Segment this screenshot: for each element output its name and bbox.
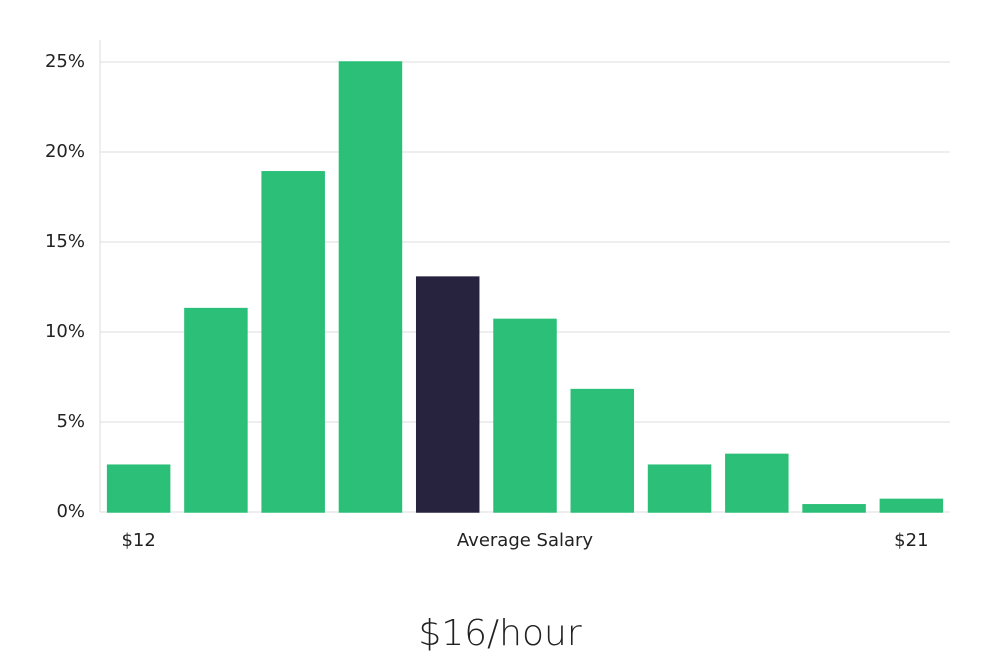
y-tick-label: 15% <box>45 231 85 252</box>
bar <box>725 453 789 513</box>
bar <box>570 388 635 513</box>
y-tick-label: 0% <box>56 501 85 522</box>
average-salary: $16/hour <box>418 613 582 654</box>
bar <box>647 464 712 513</box>
bar <box>261 171 325 513</box>
x-axis-label: Average Salary <box>457 530 594 551</box>
y-tick-label: 20% <box>45 141 85 162</box>
bar <box>338 61 403 513</box>
bar <box>106 464 171 513</box>
bar <box>879 498 944 513</box>
x-tick-label: $21 <box>894 530 928 551</box>
y-tick-label: 10% <box>45 321 85 342</box>
y-tick-label: 25% <box>45 51 85 72</box>
x-tick-label: $12 <box>121 530 155 551</box>
bar <box>184 307 248 513</box>
bar <box>493 318 557 513</box>
bar <box>415 276 480 513</box>
y-tick-label: 5% <box>56 411 85 432</box>
bar <box>802 504 866 513</box>
